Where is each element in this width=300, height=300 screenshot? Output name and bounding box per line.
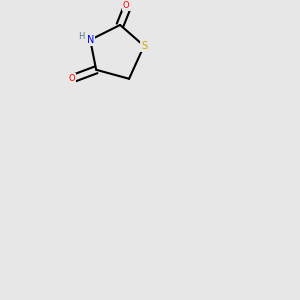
Text: H: H — [78, 32, 84, 41]
Text: N: N — [86, 35, 94, 45]
Text: O: O — [69, 74, 76, 83]
Text: O: O — [123, 1, 129, 10]
Text: S: S — [141, 41, 147, 51]
